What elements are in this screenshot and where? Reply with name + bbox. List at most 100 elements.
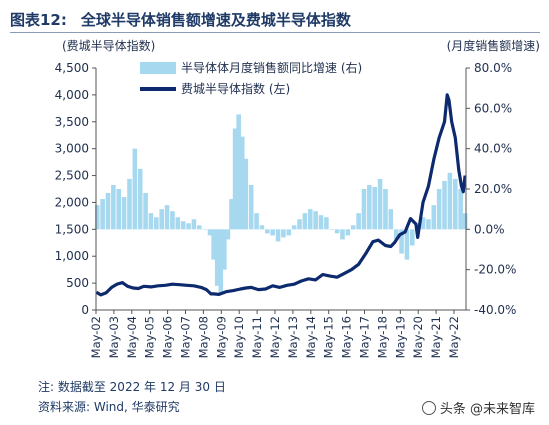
growth-bar <box>367 184 372 230</box>
growth-bar <box>143 193 148 230</box>
legend: 半导体体月度销售额同比增速 (右) 费城半导体指数 (左) <box>140 60 362 96</box>
source-note: 资料来源: Wind, 华泰研究 <box>38 400 180 414</box>
growth-bar <box>159 209 164 230</box>
growth-bar <box>313 211 318 230</box>
growth-bar <box>259 225 265 230</box>
growth-bar <box>275 229 281 242</box>
growth-bar <box>243 158 249 230</box>
right-tick-label: 60.0% <box>474 101 512 115</box>
growth-bar <box>462 213 468 230</box>
growth-bar <box>286 229 292 236</box>
watermark: 头条 @未来智库 <box>415 396 541 419</box>
growth-bar <box>154 217 159 230</box>
x-tick-label: May-22 <box>447 316 461 358</box>
growth-bar <box>202 229 207 230</box>
growth-bar <box>452 178 458 230</box>
x-tick-label: May-14 <box>304 316 318 358</box>
x-tick-label: May-21 <box>429 316 443 358</box>
x-tick-label: May-13 <box>286 316 300 358</box>
x-tick-label: May-20 <box>411 316 425 358</box>
right-tick-label: 0.0% <box>474 222 505 236</box>
x-tick-label: May-12 <box>268 316 282 358</box>
growth-bar <box>297 219 302 230</box>
axes-group: 0 500 1,000 1,500 2,000 2,500 3,000 3,500 4,000 4… <box>55 38 540 358</box>
growth-bar <box>170 211 175 230</box>
left-axis-title: (费城半导体指数) <box>62 38 155 53</box>
growth-bar <box>329 229 335 230</box>
x-tick-label: May-06 <box>161 316 175 358</box>
figure-title-text: 全球半导体销售额增速及费城半导体指数 <box>80 10 351 29</box>
left-tick-label: 500 <box>66 276 89 290</box>
growth-bar <box>254 213 259 230</box>
growth-bar <box>265 229 270 234</box>
right-tick-label: 80.0% <box>474 61 512 75</box>
growth-bar <box>175 217 181 230</box>
footnote: 注: 数据截至 2022 年 12 月 30 日 <box>38 380 226 394</box>
growth-bar <box>410 229 415 246</box>
x-tick-label: May-08 <box>196 316 210 358</box>
left-tick-label: 0 <box>81 303 89 317</box>
x-tick-label: May-15 <box>322 316 336 358</box>
x-tick-label: May-11 <box>250 316 264 358</box>
growth-bar <box>318 215 324 230</box>
growth-bar <box>186 223 191 230</box>
x-tick-label: May-04 <box>125 316 139 358</box>
growth-bar <box>218 229 224 294</box>
growth-bar <box>191 219 197 230</box>
growth-bar <box>372 186 377 230</box>
right-tick-label: 20.0% <box>474 182 512 196</box>
left-tick-label: 3,500 <box>55 115 89 129</box>
x-tick-label: May-02 <box>89 316 103 358</box>
growth-bar <box>393 229 399 240</box>
growth-bar <box>388 209 394 230</box>
x-tick-label: May-19 <box>393 316 407 358</box>
legend-bar-swatch <box>140 62 176 74</box>
growth-bar <box>100 199 105 230</box>
wechat-icon <box>421 400 436 415</box>
growth-bar <box>307 209 313 230</box>
growth-bar <box>334 229 340 234</box>
growth-bar <box>127 178 132 230</box>
growth-bar <box>324 217 329 230</box>
growth-bar <box>302 213 308 230</box>
x-tick-label: May-05 <box>143 316 157 358</box>
growth-bar <box>436 189 442 230</box>
growth-bars-group <box>94 114 468 294</box>
legend-line-label: 费城半导体指数 (左) <box>181 81 290 96</box>
growth-bar <box>214 229 220 286</box>
growth-bar <box>420 217 426 230</box>
growth-bar <box>340 229 345 240</box>
x-tick-label: May-03 <box>107 316 121 358</box>
growth-bar <box>350 225 356 230</box>
growth-bar <box>164 205 170 230</box>
growth-bar <box>211 229 216 260</box>
growth-bar <box>270 229 275 236</box>
x-tick-label: May-17 <box>358 316 372 358</box>
right-axis-title: (月度销售额增速) <box>447 38 540 53</box>
growth-bar <box>111 184 116 230</box>
growth-bar <box>232 128 238 230</box>
watermark-text: 头条 @未来智库 <box>439 402 535 417</box>
growth-bar <box>248 184 254 230</box>
growth-bar <box>442 180 447 230</box>
growth-bar <box>207 229 213 236</box>
figure-title: 图表12: 全球半导体销售额增速及费城半导体指数 <box>10 6 540 33</box>
growth-bar <box>94 205 100 230</box>
growth-bar <box>383 189 388 230</box>
left-tick-label: 1,000 <box>55 249 89 263</box>
growth-bar <box>229 199 234 230</box>
growth-bar <box>361 189 367 230</box>
growth-bar <box>404 229 410 260</box>
growth-bar <box>197 225 202 230</box>
growth-bar <box>116 189 122 230</box>
legend-bar-label: 半导体体月度销售额同比增速 (右) <box>181 60 362 75</box>
growth-bar <box>426 219 431 230</box>
left-tick-label: 1,500 <box>55 222 89 236</box>
growth-bar <box>148 213 154 230</box>
growth-bar <box>121 197 127 230</box>
growth-bar <box>399 229 404 254</box>
growth-bar <box>239 136 245 230</box>
growth-bar <box>431 205 437 230</box>
x-tick-label: May-09 <box>214 316 228 358</box>
left-tick-label: 4,500 <box>55 61 89 75</box>
